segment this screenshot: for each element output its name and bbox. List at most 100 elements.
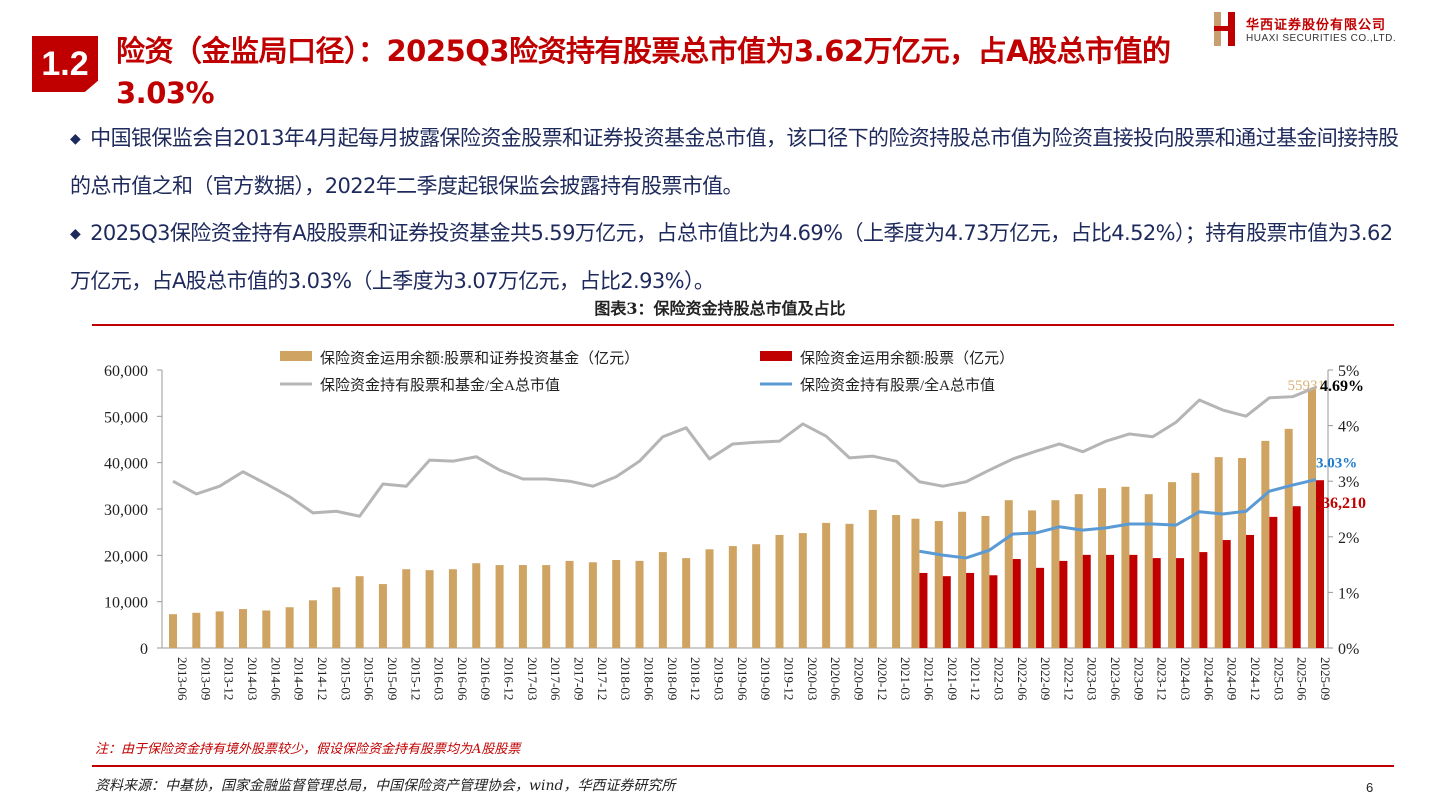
bar-stock-and-fund: [565, 560, 574, 648]
x-tick-label: 2019-03: [712, 657, 727, 700]
x-tick-label: 2023-09: [1131, 657, 1146, 700]
x-tick-label: 2022-09: [1038, 657, 1053, 700]
x-tick-label: 2018-09: [665, 657, 680, 700]
bar-stock-and-fund: [705, 549, 714, 648]
x-tick-label: 2022-03: [991, 657, 1006, 700]
x-tick-label: 2019-06: [735, 657, 750, 701]
bar-stock: [1316, 480, 1324, 648]
x-tick-label: 2017-12: [595, 657, 610, 700]
bar-stock-and-fund: [542, 565, 551, 648]
logo-en: HUAXI SECURITIES CO.,LTD.: [1246, 33, 1397, 44]
y-tick-label: 30,000: [104, 502, 148, 519]
bar-stock: [1292, 506, 1301, 648]
data-label-stock: 36,210: [1322, 495, 1366, 512]
bar-stock-and-fund: [1004, 500, 1013, 648]
legend-label: 保险资金持有股票和基金/全A总市值: [320, 376, 560, 394]
bar-stock-and-fund: [1191, 472, 1200, 648]
bar-stock-and-fund: [518, 565, 527, 648]
x-tick-label: 2021-03: [898, 657, 913, 700]
x-tick-label: 2024-06: [1201, 657, 1216, 701]
x-tick-label: 2020-03: [805, 657, 820, 700]
x-tick-label: 2014-03: [245, 657, 260, 700]
bar-stock: [1199, 552, 1208, 648]
data-label-total: 55931: [1288, 378, 1326, 394]
x-tick-label: 2023-12: [1155, 657, 1170, 700]
bar-stock-and-fund: [308, 600, 317, 648]
bar-stock-and-fund: [728, 546, 737, 648]
x-tick-label: 2014-09: [292, 657, 307, 700]
x-tick-label: 2016-06: [455, 657, 470, 701]
bar-stock: [1059, 560, 1068, 648]
x-tick-label: 2020-06: [828, 657, 843, 701]
bar-stock-and-fund: [1074, 494, 1083, 648]
bar-stock-and-fund: [215, 611, 224, 648]
bar-stock: [1176, 558, 1185, 648]
bullet-text: 中国银保监会自2013年4月起每月披露保险资金股票和证券投资基金总市值，该口径下…: [70, 126, 1399, 198]
line-stock-fund-ratio: [172, 385, 1317, 518]
line-stock-ratio: [919, 478, 1317, 560]
bar-stock-and-fund: [1308, 388, 1316, 648]
page-number: 6: [1366, 780, 1374, 795]
bar-stock-and-fund: [981, 515, 990, 648]
y2-tick-label: 0%: [1338, 641, 1359, 658]
y2-tick-label: 1%: [1338, 585, 1359, 602]
bar-stock-and-fund: [752, 544, 761, 648]
bar-stock: [1222, 540, 1231, 648]
bar-stock-and-fund: [1051, 500, 1060, 648]
bar-stock-and-fund: [682, 558, 691, 648]
logo-cn: 华西证券股份有限公司: [1246, 18, 1387, 33]
legend-item: 保险资金运用余额:股票和证券投资基金（亿元）: [280, 349, 639, 367]
x-tick-label: 2014-12: [315, 657, 330, 700]
x-tick-label: 2024-03: [1178, 657, 1193, 700]
bar-stock: [1082, 554, 1091, 648]
bar-stock-and-fund: [798, 533, 807, 648]
bar-stock-and-fund: [169, 614, 177, 648]
bar-stock-and-fund: [1284, 428, 1293, 648]
bar-stock-and-fund: [958, 511, 967, 648]
x-tick-label: 2016-12: [502, 657, 517, 700]
figure-title: 图表3：保险资金持股总市值及占比: [594, 299, 846, 318]
x-tick-label: 2013-09: [198, 657, 213, 700]
bar-stock: [942, 576, 951, 648]
bar-stock-and-fund: [658, 552, 667, 648]
x-tick-label: 2018-03: [618, 657, 633, 700]
bar-stock-and-fund: [1098, 488, 1107, 648]
y2-tick-label: 3%: [1338, 474, 1359, 491]
y-tick-label: 40,000: [104, 456, 148, 473]
legend-label: 保险资金持有股票/全A总市值: [800, 376, 995, 394]
bar-stock-and-fund: [775, 534, 784, 648]
x-tick-label: 2019-09: [758, 657, 773, 700]
bar-stock-and-fund: [1238, 458, 1247, 648]
chart-note: 注：由于保险资金持有境外股票较少，假设保险资金持有股票均为A股股票: [95, 742, 521, 757]
legend-item: 保险资金运用余额:股票（亿元）: [760, 349, 1014, 367]
x-tick-label: 2013-12: [222, 657, 237, 700]
bar-stock-and-fund: [425, 570, 434, 648]
bar-stock-and-fund: [635, 560, 644, 648]
company-logo: 华西证券股份有限公司 HUAXI SECURITIES CO.,LTD.: [1214, 12, 1396, 46]
x-tick-label: 2020-09: [851, 657, 866, 700]
x-tick-label: 2025-09: [1318, 657, 1333, 700]
y-tick-label: 20,000: [104, 548, 148, 565]
legend-label: 保险资金运用余额:股票（亿元）: [800, 349, 1014, 367]
x-tick-label: 2018-06: [642, 657, 657, 701]
bar-stock: [919, 572, 928, 648]
y-tick-label: 0: [140, 641, 148, 658]
x-tick-label: 2017-09: [572, 657, 587, 700]
bullet-2: ◆ 2025Q3保险资金持有A股股票和证券投资基金共5.59万亿元，占总市值比为4…: [70, 210, 1410, 305]
bar-stock-and-fund: [1261, 440, 1270, 648]
data-label-ratio-stock: 3.03%: [1316, 456, 1357, 472]
bar-stock-and-fund: [285, 607, 294, 648]
x-tick-label: 2016-09: [478, 657, 493, 700]
legend-item: 保险资金持有股票/全A总市值: [760, 376, 995, 394]
x-tick-label: 2020-12: [875, 657, 890, 700]
x-tick-label: 2015-09: [385, 657, 400, 700]
bar-stock-and-fund: [192, 612, 201, 648]
bar-stock: [1106, 554, 1115, 648]
bar-stock-and-fund: [495, 565, 504, 648]
bar-stock-and-fund: [1144, 494, 1153, 648]
diamond-bullet-icon: ◆: [70, 131, 81, 147]
bar-stock-and-fund: [448, 569, 457, 648]
x-tick-label: 2016-03: [432, 657, 447, 700]
bar-stock-and-fund: [332, 587, 341, 648]
bar-stock: [1269, 516, 1278, 648]
